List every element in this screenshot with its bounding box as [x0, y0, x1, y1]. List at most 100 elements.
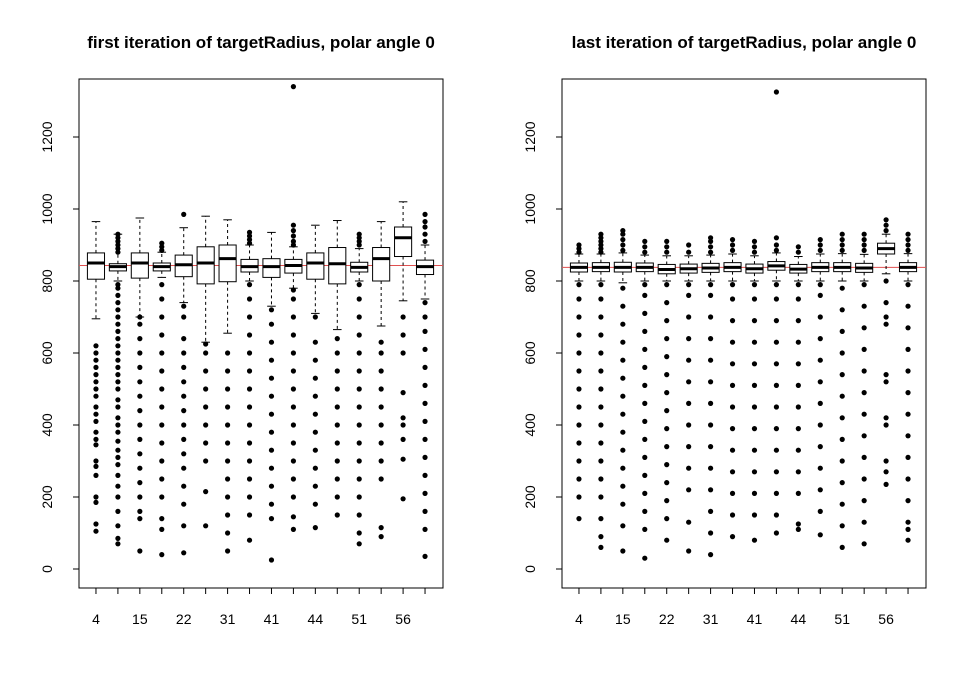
outlier-point [839, 372, 845, 378]
outlier-point [861, 231, 867, 237]
outlier-point [203, 350, 209, 356]
outlier-point [905, 325, 911, 331]
y-tick-label: 600 [39, 341, 55, 365]
outlier-point [181, 436, 187, 442]
outlier-point [729, 247, 736, 253]
outlier-point [356, 386, 362, 392]
outlier-point [576, 282, 582, 288]
outlier-point [729, 361, 736, 367]
outlier-point [620, 375, 626, 381]
outlier-point [729, 242, 736, 248]
outlier-point [115, 364, 121, 370]
outlier-point [707, 357, 714, 363]
outlier-point [181, 523, 187, 529]
outlier-point [115, 523, 121, 529]
outlier-point [883, 481, 889, 487]
outlier-point [246, 314, 253, 320]
x-tick-label: 56 [878, 611, 894, 627]
box-iqr [306, 252, 325, 280]
outlier-point [422, 508, 428, 514]
outlier-point [795, 296, 801, 302]
outlier-point [861, 476, 867, 482]
outlier-point [378, 350, 384, 356]
outlier-point [686, 242, 692, 248]
outlier-point [137, 508, 143, 514]
outlier-point [839, 415, 845, 421]
box-iqr [328, 247, 347, 285]
outlier-point [729, 404, 736, 410]
outlier-point [839, 523, 845, 529]
outlier-point [115, 336, 121, 342]
outlier-point [181, 364, 187, 370]
x-tick-label: 22 [176, 611, 192, 627]
outlier-point [290, 296, 297, 302]
outlier-point [159, 440, 165, 446]
outlier-point [773, 318, 780, 324]
outlier-point [181, 465, 187, 471]
outlier-point [751, 382, 758, 388]
x-tick-label: 4 [575, 611, 583, 627]
outlier-point [642, 346, 648, 352]
outlier-point [203, 386, 209, 392]
outlier-point [334, 422, 340, 428]
outlier-point [598, 249, 604, 255]
outlier-point [751, 318, 758, 324]
outlier-point [883, 379, 889, 385]
outlier-point [378, 339, 384, 345]
outlier-point [224, 386, 231, 392]
outlier-point [817, 508, 823, 514]
outlier-point [664, 249, 670, 255]
outlier-point [356, 314, 362, 320]
box-iqr [372, 247, 391, 282]
outlier-point [751, 490, 758, 496]
outlier-point [576, 350, 582, 356]
outlier-point [115, 321, 121, 327]
y-tick-label: 600 [522, 341, 538, 365]
box-iqr [394, 226, 413, 258]
outlier-point [115, 454, 121, 460]
outlier-point [422, 238, 428, 244]
outlier-point [729, 382, 736, 388]
outlier-point [246, 537, 253, 543]
outlier-point [290, 222, 297, 228]
outlier-point [203, 489, 209, 495]
outlier-point [664, 444, 670, 450]
outlier-point [181, 501, 187, 507]
outlier-point [334, 512, 340, 518]
outlier-point [93, 350, 99, 356]
outlier-point [224, 422, 231, 428]
outlier-point [642, 526, 648, 533]
outlier-point [620, 237, 626, 243]
outlier-point [817, 292, 823, 298]
outlier-point [181, 393, 187, 399]
outlier-point [268, 447, 275, 453]
outlier-point [861, 498, 867, 504]
outlier-point [598, 476, 604, 482]
outlier-point [598, 314, 604, 320]
outlier-point [334, 386, 340, 392]
outlier-point [312, 525, 318, 531]
outlier-point [334, 368, 340, 374]
chart-title: first iteration of targetRadius, polar a… [87, 33, 435, 52]
outlier-point [159, 244, 165, 250]
outlier-point [773, 530, 780, 536]
outlier-point [224, 404, 231, 410]
outlier-point [356, 530, 362, 536]
outlier-point [817, 532, 823, 538]
box-14 [372, 221, 391, 540]
outlier-point [773, 89, 780, 95]
outlier-point [795, 490, 801, 496]
outlier-point [115, 483, 121, 489]
outlier-point [290, 332, 297, 338]
outlier-point [642, 249, 648, 255]
outlier-point [839, 501, 845, 507]
outlier-point [642, 364, 648, 370]
outlier-point [861, 303, 867, 309]
outlier-point [576, 386, 582, 392]
box-1 [569, 242, 589, 522]
outlier-point [773, 490, 780, 496]
outlier-point [576, 332, 582, 338]
outlier-point [159, 368, 165, 374]
box-2 [591, 231, 610, 551]
outlier-point [817, 336, 823, 342]
